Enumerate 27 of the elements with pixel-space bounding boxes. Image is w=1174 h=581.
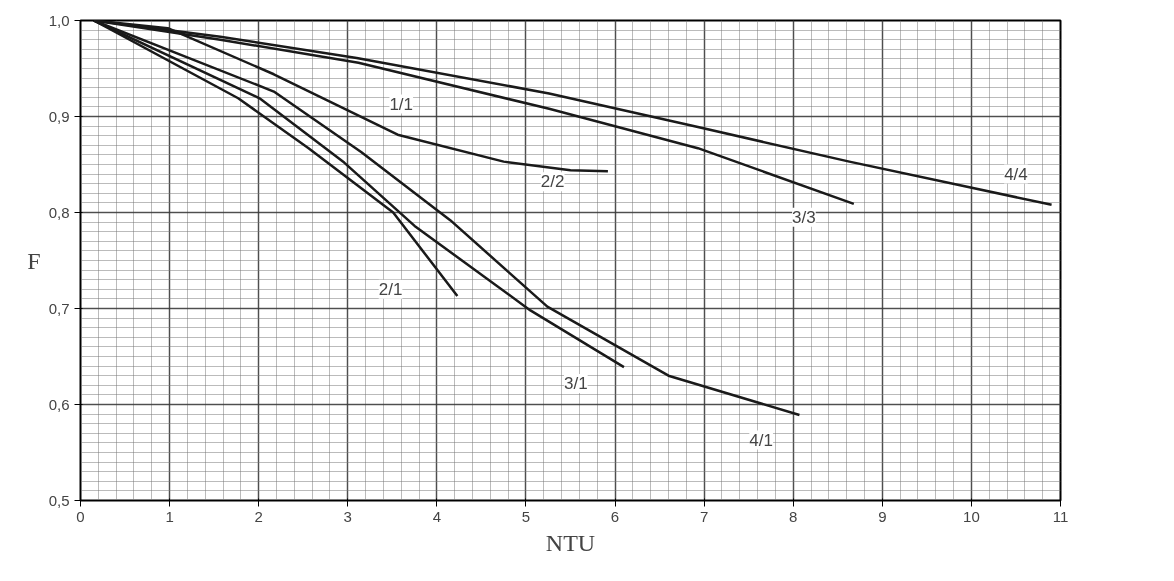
x-tick-label: 11 bbox=[1052, 507, 1069, 525]
y-axis-title: F bbox=[27, 247, 41, 274]
y-tick-label: 0,8 bbox=[48, 203, 70, 221]
x-tick-label: 9 bbox=[878, 507, 887, 525]
y-tick-label: 1,0 bbox=[48, 11, 70, 29]
annotation: 3/3 bbox=[792, 207, 816, 227]
x-tick-label: 2 bbox=[254, 507, 263, 525]
y-tick-label: 0,5 bbox=[48, 491, 70, 509]
x-tick-label: 1 bbox=[165, 507, 174, 525]
x-tick-label: 4 bbox=[432, 507, 442, 525]
annotation: 2/2 bbox=[540, 172, 565, 192]
annotation: 1/1 bbox=[389, 94, 414, 114]
y-tick-label: 0,6 bbox=[48, 395, 70, 413]
y-tick-label: 0,9 bbox=[48, 107, 70, 125]
x-tick-label: 0 bbox=[76, 507, 85, 525]
annotation: 4/4 bbox=[1004, 164, 1028, 184]
x-tick-label: 7 bbox=[699, 507, 709, 525]
x-tick-label: 10 bbox=[963, 507, 980, 525]
x-tick-label: 8 bbox=[789, 507, 798, 525]
annotation: 2/1 bbox=[378, 279, 403, 299]
x-tick-label: 3 bbox=[343, 507, 352, 525]
x-axis-title: NTU bbox=[545, 529, 596, 556]
x-tick-label: 5 bbox=[521, 507, 531, 525]
annotation: 4/1 bbox=[749, 430, 773, 450]
y-tick-label: 0,7 bbox=[48, 299, 70, 317]
x-tick-label: 6 bbox=[610, 507, 620, 525]
annotation: 3/1 bbox=[564, 373, 588, 393]
